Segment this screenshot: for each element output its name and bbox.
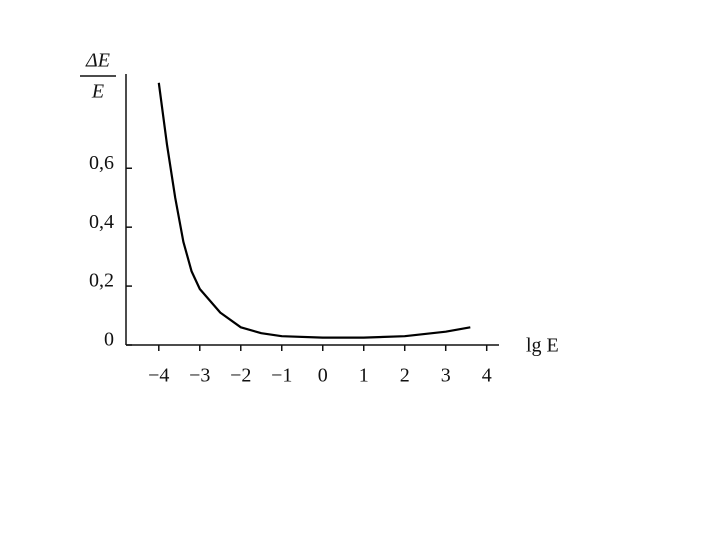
data-line (157, 82, 471, 339)
y-label-numerator: ΔE (85, 50, 110, 72)
x-tick-label: 2 (400, 365, 410, 387)
y-tick-label: 0,6 (89, 152, 114, 174)
y-tick-label: 0 (104, 329, 114, 351)
y-tick-label: 0,2 (89, 270, 114, 292)
x-tick-label: −3 (189, 365, 210, 387)
x-tick-label: 1 (359, 365, 369, 387)
y-label-denominator: E (91, 81, 104, 103)
x-tick-label: −4 (148, 365, 169, 387)
x-label: lg E (526, 335, 559, 357)
x-tick-label: 4 (482, 365, 492, 387)
x-tick-label: 3 (441, 365, 451, 387)
x-tick-label: 0 (318, 365, 328, 387)
x-tick-label: −2 (230, 365, 251, 387)
x-tick-label: −1 (271, 365, 292, 387)
y-tick-label: 0,4 (89, 211, 114, 233)
